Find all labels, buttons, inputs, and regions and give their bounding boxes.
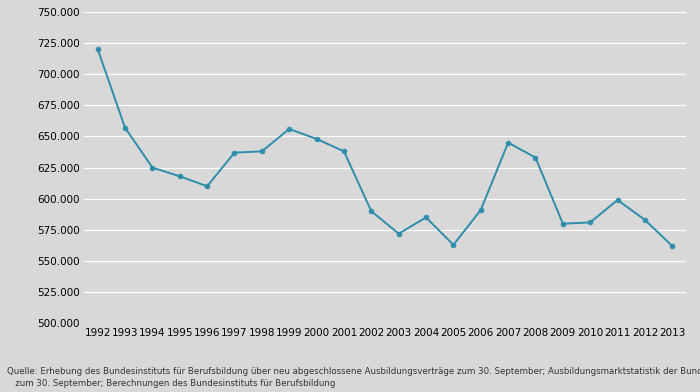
Text: Quelle: Erhebung des Bundesinstituts für Berufsbildung über neu abgeschlossene A: Quelle: Erhebung des Bundesinstituts für… <box>7 367 700 388</box>
